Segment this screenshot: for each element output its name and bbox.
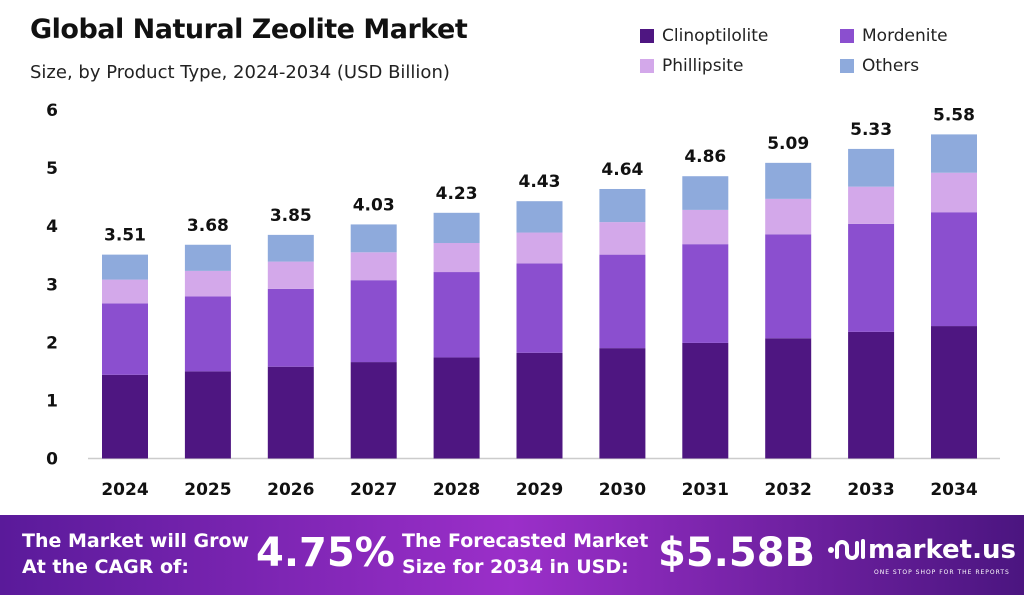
bar-segment-others-2029 xyxy=(516,201,563,233)
bar-segment-clinoptilolite-2029 xyxy=(516,352,563,459)
total-data-label: 4.64 xyxy=(601,160,643,180)
bar-segment-others-2032 xyxy=(765,162,812,199)
y-tick-label: 1 xyxy=(46,391,58,411)
chart-title: Global Natural Zeolite Market xyxy=(30,14,468,45)
cagr-label: The Market will Grow At the CAGR of: xyxy=(22,530,250,578)
bar-segment-mordenite-2031 xyxy=(682,244,729,343)
bar-segment-clinoptilolite-2030 xyxy=(599,348,646,459)
x-tick-label: 2028 xyxy=(433,480,480,500)
legend-item-others: Others xyxy=(840,56,1000,76)
bar-segment-clinoptilolite-2034 xyxy=(931,326,977,459)
y-tick-label: 0 xyxy=(46,450,58,470)
x-tick-label: 2032 xyxy=(765,480,812,500)
y-tick-label: 3 xyxy=(46,275,58,295)
brand-name: market.us xyxy=(868,535,1016,565)
legend-label: Phillipsite xyxy=(662,56,744,76)
bar-segment-phillipsite-2031 xyxy=(682,209,729,245)
bar-segment-mordenite-2028 xyxy=(433,272,480,358)
legend-item-clinoptilolite: Clinoptilolite xyxy=(640,26,840,46)
chart-subtitle: Size, by Product Type, 2024-2034 (USD Bi… xyxy=(30,62,450,83)
brand-logo-icon xyxy=(828,539,865,560)
bar-segment-mordenite-2034 xyxy=(931,212,977,327)
bar-segment-phillipsite-2029 xyxy=(516,232,563,264)
bar-segment-others-2025 xyxy=(184,244,231,271)
y-tick-label: 4 xyxy=(46,217,58,237)
bar-segment-mordenite-2029 xyxy=(516,263,563,353)
legend: Clinoptilolite Mordenite Phillipsite Oth… xyxy=(640,26,1000,76)
legend-label: Others xyxy=(862,56,920,76)
total-data-label: 4.23 xyxy=(436,184,478,204)
bar-segment-others-2033 xyxy=(848,148,895,187)
bar-segment-others-2031 xyxy=(682,176,729,210)
forecast-label: The Forecasted Market Size for 2034 in U… xyxy=(402,530,649,578)
x-tick-label: 2034 xyxy=(930,480,977,500)
legend-item-phillipsite: Phillipsite xyxy=(640,56,840,76)
legend-swatch xyxy=(640,29,654,43)
bar-segment-others-2034 xyxy=(931,134,977,173)
legend-label: Mordenite xyxy=(862,26,948,46)
stacked-bar-chart: 0 1 2 3 4 5 6 3.51 2024 3.68 2025 3.85 2026 4.03 2027 4… xyxy=(46,101,1000,500)
legend-swatch xyxy=(640,59,654,73)
bar-segment-others-2026 xyxy=(267,234,314,262)
x-tick-label: 2026 xyxy=(267,480,314,500)
bar-segment-mordenite-2027 xyxy=(350,280,397,363)
bar-segment-clinoptilolite-2025 xyxy=(184,371,231,459)
bar-segment-phillipsite-2032 xyxy=(765,198,812,235)
total-data-label: 4.03 xyxy=(353,195,395,215)
x-tick-label: 2030 xyxy=(599,480,646,500)
bar-segment-clinoptilolite-2027 xyxy=(350,362,397,459)
bar-segment-mordenite-2025 xyxy=(184,296,231,372)
bar-segment-phillipsite-2028 xyxy=(433,243,480,273)
x-tick-label: 2025 xyxy=(184,480,231,500)
bar-segment-others-2030 xyxy=(599,188,646,223)
x-tick-label: 2029 xyxy=(516,480,563,500)
x-tick-label: 2027 xyxy=(350,480,397,500)
total-data-label: 5.09 xyxy=(767,134,809,154)
legend-swatch xyxy=(840,59,854,73)
bar-segment-mordenite-2024 xyxy=(102,303,148,375)
bar-segment-others-2027 xyxy=(350,224,397,253)
total-data-label: 4.43 xyxy=(519,172,561,192)
bar-segment-phillipsite-2033 xyxy=(848,186,895,224)
total-data-label: 5.33 xyxy=(850,120,892,140)
bar-segment-clinoptilolite-2032 xyxy=(765,338,812,459)
bar-segment-clinoptilolite-2033 xyxy=(848,331,895,459)
total-data-label: 3.68 xyxy=(187,216,229,236)
bar-segment-clinoptilolite-2026 xyxy=(267,366,314,459)
bar-segment-phillipsite-2034 xyxy=(931,172,977,213)
y-tick-label: 5 xyxy=(46,159,58,179)
brand-tagline: ONE STOP SHOP FOR THE REPORTS xyxy=(874,569,1010,576)
bar-segment-others-2024 xyxy=(102,254,148,280)
legend-item-mordenite: Mordenite xyxy=(840,26,1000,46)
brand-logo: market.us ONE STOP SHOP FOR THE REPORTS xyxy=(826,535,1016,576)
total-data-label: 5.58 xyxy=(933,105,975,125)
bar-segment-mordenite-2032 xyxy=(765,234,812,339)
y-tick-label: 2 xyxy=(46,333,58,353)
bar-segment-phillipsite-2027 xyxy=(350,252,397,281)
x-tick-label: 2033 xyxy=(847,480,894,500)
bar-segment-phillipsite-2025 xyxy=(184,270,231,297)
bar-segment-clinoptilolite-2031 xyxy=(682,342,729,459)
total-data-label: 3.51 xyxy=(104,226,146,246)
x-tick-label: 2024 xyxy=(101,480,148,500)
y-tick-label: 6 xyxy=(46,101,58,121)
bar-segment-mordenite-2033 xyxy=(848,223,895,332)
x-tick-label: 2031 xyxy=(682,480,729,500)
cagr-value: 4.75% xyxy=(256,530,395,576)
bar-segment-clinoptilolite-2024 xyxy=(102,374,148,459)
total-data-label: 4.86 xyxy=(684,147,726,167)
bar-segment-phillipsite-2024 xyxy=(102,279,148,304)
legend-label: Clinoptilolite xyxy=(662,26,769,46)
bar-segment-phillipsite-2030 xyxy=(599,222,646,255)
bar-segment-mordenite-2026 xyxy=(267,288,314,367)
total-data-label: 3.85 xyxy=(270,206,312,226)
legend-swatch xyxy=(840,29,854,43)
bar-segment-clinoptilolite-2028 xyxy=(433,357,480,459)
forecast-value: $5.58B xyxy=(658,530,816,576)
bar-segment-phillipsite-2026 xyxy=(267,261,314,289)
bar-segment-mordenite-2030 xyxy=(599,254,646,349)
bar-segment-others-2028 xyxy=(433,212,480,244)
summary-banner: The Market will Grow At the CAGR of: 4.7… xyxy=(0,515,1024,595)
